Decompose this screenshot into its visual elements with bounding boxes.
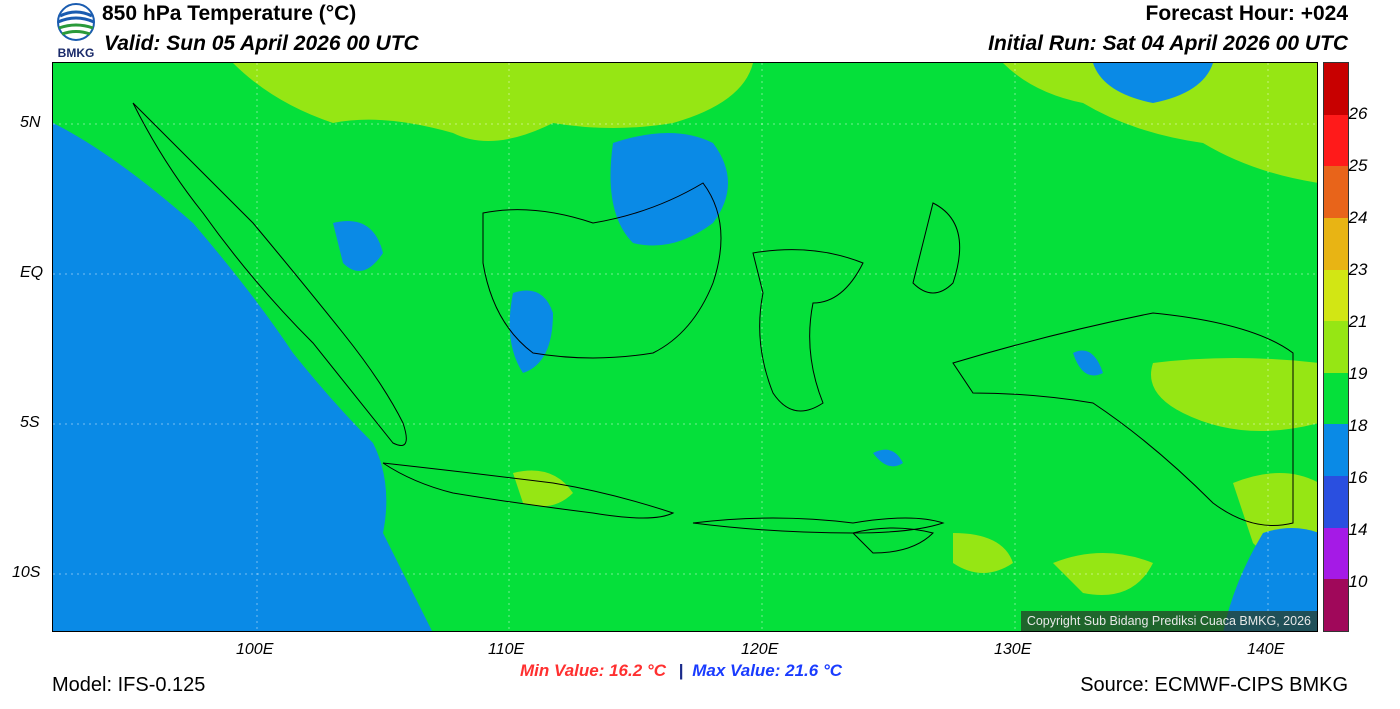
initial-run: Initial Run: Sat 04 April 2026 00 UTC bbox=[988, 32, 1348, 55]
lon-tick-140e: 140E bbox=[1247, 641, 1285, 658]
copyright-notice: Copyright Sub Bidang Prediksi Cuaca BMKG… bbox=[1020, 611, 1317, 631]
logo-text: BMKG bbox=[57, 46, 95, 60]
colorbar-segment bbox=[1324, 269, 1348, 322]
lon-tick-120e: 120E bbox=[741, 641, 779, 658]
colorbar-label-16: 16 bbox=[1348, 468, 1368, 487]
lon-tick-100e: 100E bbox=[236, 641, 274, 658]
graticule bbox=[53, 63, 1317, 631]
colorbar-segment bbox=[1324, 166, 1348, 218]
colorbar-label-24: 24 bbox=[1348, 208, 1368, 227]
colorbar-segment bbox=[1324, 579, 1348, 631]
colorbar-label-14: 14 bbox=[1348, 520, 1368, 539]
colorbar-segment bbox=[1324, 63, 1348, 115]
lat-tick-eq: EQ bbox=[20, 264, 44, 281]
bmkg-emblem-icon bbox=[57, 3, 95, 41]
coastlines bbox=[132, 102, 1294, 554]
colorbar-segment bbox=[1324, 321, 1348, 373]
valid-time: Valid: Sun 05 April 2026 00 UTC bbox=[104, 32, 419, 55]
forecast-hour: Forecast Hour: +024 bbox=[1145, 2, 1349, 25]
min-max-line: Min Value: 16.2 °C | Max Value: 21.6 °C bbox=[520, 661, 842, 681]
temperature-map: Copyright Sub Bidang Prediksi Cuaca BMKG… bbox=[52, 62, 1318, 632]
max-value: Max Value: 21.6 °C bbox=[692, 661, 843, 680]
source-label: Source: ECMWF-CIPS BMKG bbox=[1080, 674, 1348, 696]
map-title: 850 hPa Temperature (°C) bbox=[102, 2, 357, 25]
stats-separator: | bbox=[678, 661, 684, 680]
colorbar-label-10: 10 bbox=[1348, 572, 1368, 591]
model-label: Model: IFS-0.125 bbox=[52, 674, 206, 696]
colorbar-segment bbox=[1324, 114, 1348, 167]
colorbar-label-25: 25 bbox=[1348, 156, 1368, 175]
colorbar-label-18: 18 bbox=[1348, 416, 1368, 435]
lon-tick-130e: 130E bbox=[994, 641, 1032, 658]
min-value: Min Value: 16.2 °C bbox=[520, 661, 666, 680]
bmkg-logo: BMKG bbox=[52, 2, 100, 60]
lon-tick-110e: 110E bbox=[488, 641, 525, 658]
colorbar-segment bbox=[1324, 476, 1348, 528]
lat-tick-5n: 5N bbox=[20, 114, 41, 131]
colorbar-label-21: 21 bbox=[1348, 312, 1368, 331]
lat-tick-10s: 10S bbox=[12, 564, 41, 581]
colorbar-label-23: 23 bbox=[1348, 260, 1368, 279]
temperature-field bbox=[53, 63, 1317, 631]
colorbar-segment bbox=[1324, 424, 1348, 476]
colorbar-segment bbox=[1324, 372, 1348, 425]
colorbar bbox=[1323, 62, 1349, 632]
lat-tick-5s: 5S bbox=[20, 414, 40, 431]
colorbar-label-19: 19 bbox=[1348, 364, 1368, 383]
colorbar-segment bbox=[1324, 217, 1348, 270]
colorbar-label-26: 26 bbox=[1348, 104, 1368, 123]
cool-zones bbox=[53, 63, 1317, 631]
colorbar-segment bbox=[1324, 527, 1348, 580]
